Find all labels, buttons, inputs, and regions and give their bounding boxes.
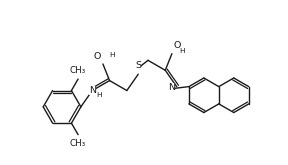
Text: H: H	[109, 52, 115, 58]
Text: S: S	[135, 61, 141, 70]
Text: O: O	[94, 52, 101, 61]
Text: CH₃: CH₃	[70, 139, 86, 148]
Text: H: H	[180, 49, 185, 54]
Text: H: H	[96, 92, 101, 98]
Text: CH₃: CH₃	[70, 66, 86, 75]
Text: O: O	[174, 41, 181, 50]
Text: N: N	[168, 83, 175, 92]
Text: N: N	[89, 86, 96, 95]
